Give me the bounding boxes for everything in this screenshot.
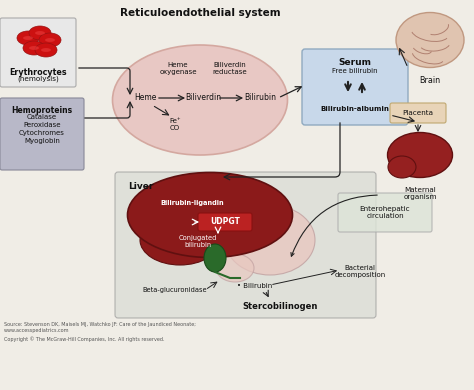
- FancyBboxPatch shape: [198, 213, 252, 231]
- Text: (hemolysis): (hemolysis): [17, 75, 59, 82]
- Ellipse shape: [39, 33, 61, 47]
- FancyBboxPatch shape: [0, 98, 84, 170]
- Text: Conjugated
bilirubin: Conjugated bilirubin: [179, 235, 217, 248]
- Text: Maternal
organism: Maternal organism: [403, 187, 437, 200]
- Ellipse shape: [41, 48, 51, 52]
- Text: Stercobilinogen: Stercobilinogen: [242, 302, 318, 311]
- FancyBboxPatch shape: [390, 103, 446, 123]
- Ellipse shape: [23, 41, 45, 55]
- FancyBboxPatch shape: [0, 18, 76, 87]
- Text: Bilirubin: Bilirubin: [244, 94, 276, 103]
- Ellipse shape: [204, 244, 226, 272]
- Ellipse shape: [17, 31, 39, 45]
- Ellipse shape: [140, 215, 220, 265]
- Text: Bilirubin-albumin: Bilirubin-albumin: [320, 106, 390, 112]
- Text: Biliverdin
reductase: Biliverdin reductase: [213, 62, 247, 75]
- Text: Placenta: Placenta: [402, 110, 434, 116]
- Text: Liver: Liver: [128, 182, 154, 191]
- Text: • Bilirubin: • Bilirubin: [237, 283, 273, 289]
- FancyBboxPatch shape: [302, 49, 408, 125]
- Ellipse shape: [388, 156, 416, 178]
- Ellipse shape: [112, 45, 288, 155]
- Text: Brain: Brain: [419, 76, 440, 85]
- Ellipse shape: [216, 254, 254, 282]
- Ellipse shape: [35, 31, 45, 35]
- Text: Heme: Heme: [134, 94, 156, 103]
- Text: Free bilirubin: Free bilirubin: [332, 68, 378, 74]
- Text: Beta-glucuronidase: Beta-glucuronidase: [143, 287, 207, 293]
- Text: Fe⁺
CO: Fe⁺ CO: [169, 118, 181, 131]
- Ellipse shape: [128, 172, 292, 257]
- Ellipse shape: [396, 12, 464, 67]
- Text: UDPGT: UDPGT: [210, 218, 240, 227]
- Text: Copyright © The McGraw-Hill Companies, Inc. All rights reserved.: Copyright © The McGraw-Hill Companies, I…: [4, 336, 164, 342]
- Ellipse shape: [225, 205, 315, 275]
- Ellipse shape: [45, 38, 55, 42]
- Text: Biliverdin: Biliverdin: [185, 94, 221, 103]
- FancyArrowPatch shape: [291, 195, 377, 256]
- Text: Reticuloendothelial system: Reticuloendothelial system: [120, 8, 280, 18]
- Text: Enterohepatic
circulation: Enterohepatic circulation: [360, 206, 410, 220]
- Ellipse shape: [23, 36, 33, 40]
- Text: Bilirubin-ligandin: Bilirubin-ligandin: [160, 200, 224, 206]
- Text: Erythrocytes: Erythrocytes: [9, 68, 67, 77]
- Ellipse shape: [388, 133, 453, 177]
- Text: Bacterial
decomposition: Bacterial decomposition: [334, 265, 386, 278]
- Text: Hemoproteins: Hemoproteins: [11, 106, 73, 115]
- Text: Source: Stevenson DK, Maisels MJ, Watchko JF: Care of the Jaundiced Neonate;
www: Source: Stevenson DK, Maisels MJ, Watchk…: [4, 322, 196, 333]
- Text: Catalase
Peroxidase
Cytochromes
Myoglobin: Catalase Peroxidase Cytochromes Myoglobi…: [19, 114, 65, 144]
- Text: Heme
oxygenase: Heme oxygenase: [159, 62, 197, 75]
- Ellipse shape: [29, 26, 51, 40]
- Ellipse shape: [35, 43, 57, 57]
- FancyBboxPatch shape: [338, 193, 432, 232]
- FancyBboxPatch shape: [115, 172, 376, 318]
- Ellipse shape: [29, 46, 39, 50]
- Text: Serum: Serum: [338, 58, 372, 67]
